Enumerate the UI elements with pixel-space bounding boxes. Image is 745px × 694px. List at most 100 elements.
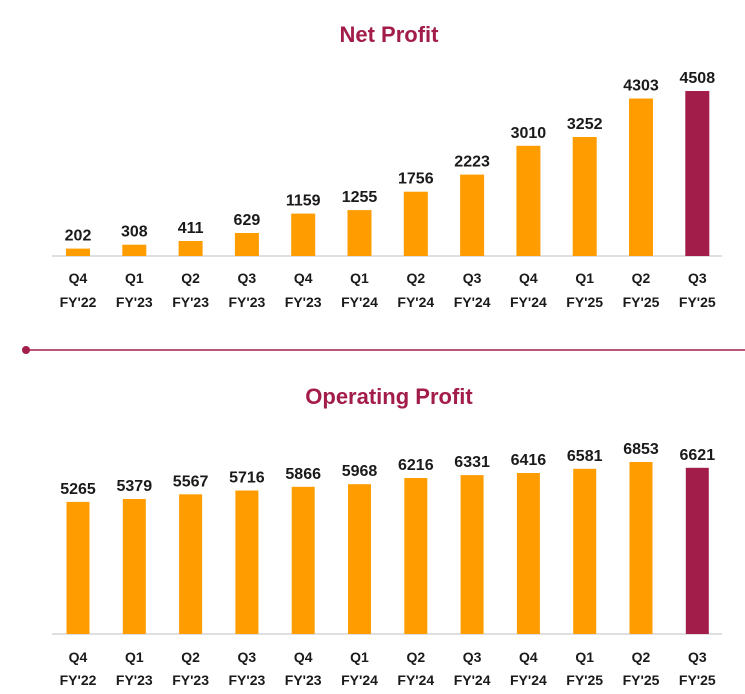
net-profit-chart: Net Profit 202 Q4 FY'22 308 Q1 FY'23 411 Q2 FY'2… [52,22,722,310]
operating-profit-tick-quarter: Q1 [575,649,594,665]
operating-profit-tick-year: FY'23 [285,672,322,688]
net-profit-title: Net Profit [340,22,440,47]
net-profit-bar [572,137,597,256]
net-profit-bar [516,145,541,256]
operating-profit-value-label: 5567 [173,473,209,490]
net-profit-tick-year: FY'23 [229,294,266,310]
net-profit-value-label: 1756 [398,171,434,188]
operating-profit-value-label: 6853 [623,441,659,458]
net-profit-value-label: 2223 [454,154,490,171]
operating-profit-bar [629,462,653,634]
operating-profit-value-label: 5866 [285,466,321,483]
net-profit-tick-quarter: Q4 [519,270,538,286]
section-divider [22,346,745,354]
net-profit-tick-quarter: Q2 [632,270,651,286]
operating-profit-bar [66,501,90,634]
net-profit-value-label: 3252 [567,116,603,133]
net-profit-tick-year: FY'24 [454,294,491,310]
operating-profit-value-label: 5716 [229,470,265,487]
operating-profit-title: Operating Profit [305,384,473,409]
net-profit-bar [403,191,428,256]
net-profit-bar [460,174,485,256]
operating-profit-value-label: 5265 [60,481,96,498]
operating-profit-chart: Operating Profit 5265 Q4 FY'22 5379 Q1 FY'23 5… [52,384,722,688]
operating-profit-bar [404,478,428,634]
net-profit-bar [347,210,372,256]
operating-profit-tick-quarter: Q4 [69,649,88,665]
operating-profit-value-label: 5379 [117,478,153,495]
operating-profit-tick-year: FY'24 [397,672,434,688]
operating-profit-tick-year: FY'25 [623,672,660,688]
net-profit-tick-quarter: Q1 [575,270,594,286]
operating-profit-tick-quarter: Q3 [688,649,707,665]
operating-profit-tick-year: FY'24 [341,672,378,688]
net-profit-bar [234,233,259,256]
operating-profit-tick-year: FY'24 [510,672,547,688]
operating-profit-bar [179,494,203,634]
net-profit-bar [122,244,147,256]
net-profit-tick-quarter: Q4 [294,270,313,286]
operating-profit-tick-quarter: Q2 [406,649,425,665]
net-profit-value-label: 3010 [511,125,547,142]
net-profit-tick-quarter: Q1 [125,270,144,286]
operating-profit-bar [516,473,540,634]
net-profit-bar [629,98,653,256]
operating-profit-bar [573,468,597,634]
net-profit-tick-quarter: Q3 [688,270,707,286]
operating-profit-tick-year: FY'22 [60,672,97,688]
net-profit-value-label: 629 [234,212,261,229]
operating-profit-bar [122,499,146,634]
net-profit-tick-year: FY'23 [116,294,153,310]
net-profit-tick-quarter: Q4 [69,270,88,286]
operating-profit-tick-quarter: Q3 [238,649,257,665]
net-profit-tick-year: FY'25 [623,294,660,310]
operating-profit-tick-year: FY'24 [454,672,491,688]
operating-profit-bar [460,475,484,634]
net-profit-bar [66,248,90,256]
operating-profit-value-label: 6621 [680,447,716,464]
operating-profit-value-label: 6216 [398,457,434,474]
net-profit-value-label: 202 [65,228,92,245]
operating-profit-tick-year: FY'23 [229,672,266,688]
net-profit-tick-year: FY'24 [397,294,434,310]
operating-profit-bar [348,484,371,634]
operating-profit-value-label: 6331 [454,454,490,471]
operating-profit-tick-quarter: Q1 [350,649,369,665]
net-profit-value-label: 1255 [342,189,378,206]
operating-profit-tick-quarter: Q2 [181,649,200,665]
operating-profit-tick-quarter: Q4 [519,649,538,665]
operating-profit-tick-quarter: Q1 [125,649,144,665]
net-profit-tick-quarter: Q3 [463,270,482,286]
net-profit-tick-quarter: Q2 [406,270,425,286]
operating-profit-bar [685,467,709,634]
operating-profit-tick-quarter: Q3 [463,649,482,665]
operating-profit-tick-year: FY'25 [679,672,716,688]
net-profit-value-label: 411 [178,220,204,237]
net-profit-tick-quarter: Q3 [238,270,257,286]
operating-profit-tick-quarter: Q4 [294,649,313,665]
net-profit-value-label: 308 [121,224,148,241]
net-profit-tick-year: FY'25 [566,294,603,310]
operating-profit-tick-year: FY'23 [172,672,209,688]
net-profit-tick-year: FY'24 [510,294,547,310]
net-profit-tick-year: FY'25 [679,294,716,310]
net-profit-value-label: 4508 [680,70,716,87]
net-profit-tick-year: FY'23 [172,294,209,310]
operating-profit-value-label: 6416 [511,452,547,469]
operating-profit-bar [235,490,259,634]
net-profit-bar [178,241,203,256]
net-profit-bar [685,91,710,256]
net-profit-bar [291,213,316,256]
net-profit-tick-year: FY'22 [60,294,97,310]
net-profit-value-label: 1159 [286,193,321,210]
net-profit-tick-year: FY'23 [285,294,322,310]
operating-profit-value-label: 6581 [567,448,603,465]
net-profit-value-label: 4303 [623,78,659,95]
net-profit-tick-year: FY'24 [341,294,378,310]
operating-profit-bar [291,486,315,634]
operating-profit-tick-year: FY'23 [116,672,153,688]
operating-profit-tick-year: FY'25 [566,672,603,688]
operating-profit-value-label: 5968 [342,463,378,480]
operating-profit-tick-quarter: Q2 [632,649,651,665]
